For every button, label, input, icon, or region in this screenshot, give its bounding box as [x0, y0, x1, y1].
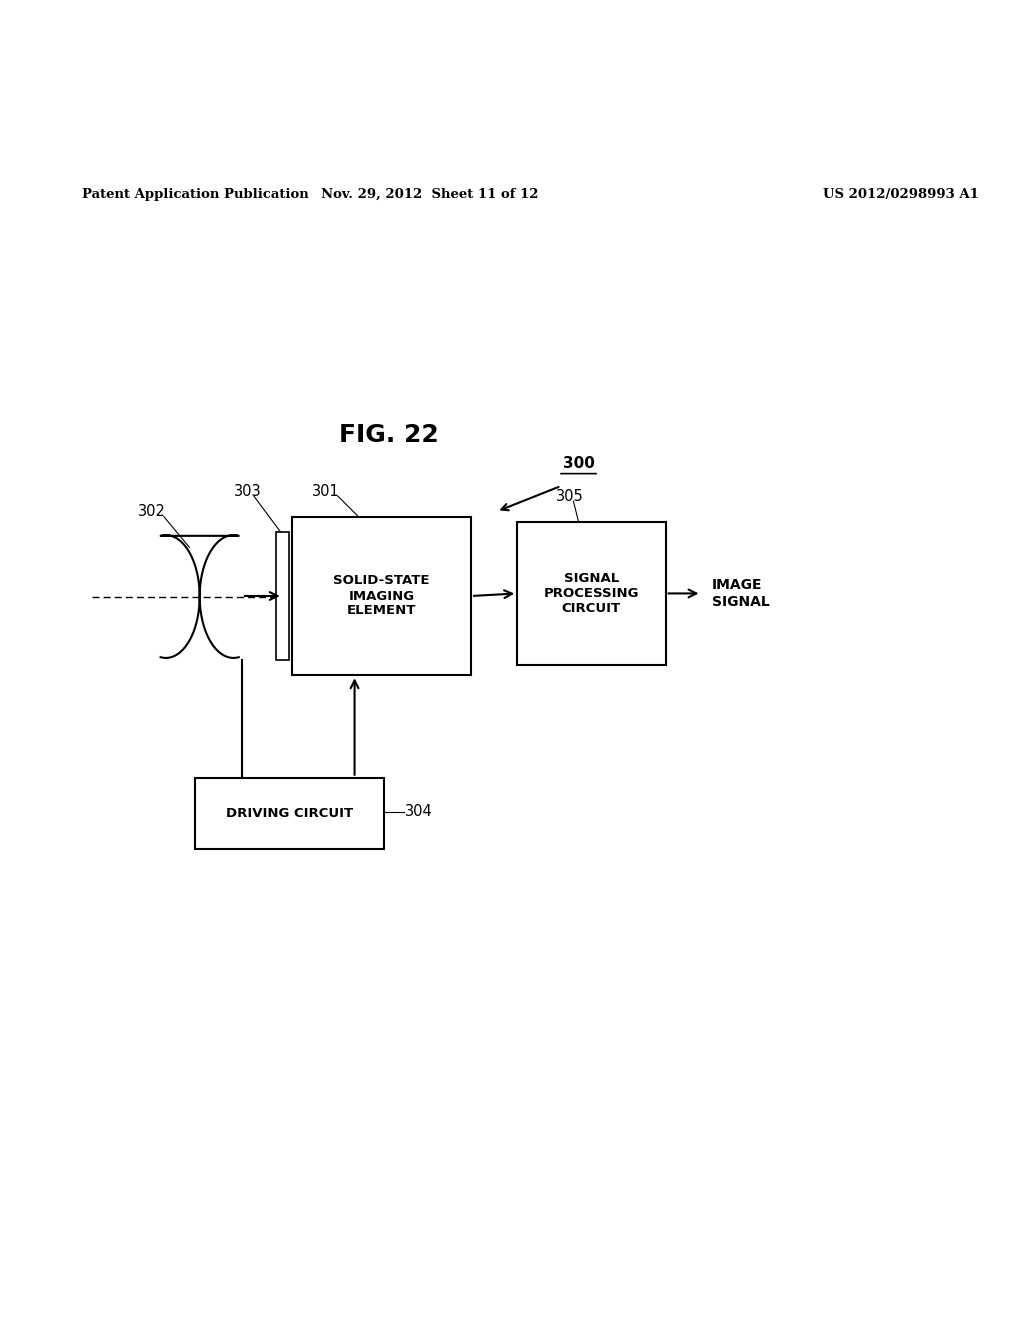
Text: SIGNAL
PROCESSING
CIRCUIT: SIGNAL PROCESSING CIRCUIT — [544, 572, 639, 615]
Text: 301: 301 — [312, 483, 340, 499]
Text: 302: 302 — [138, 504, 166, 519]
Text: 305: 305 — [556, 488, 584, 504]
Text: 300: 300 — [562, 455, 595, 470]
Text: SOLID-STATE
IMAGING
ELEMENT: SOLID-STATE IMAGING ELEMENT — [333, 574, 430, 618]
Text: Patent Application Publication: Patent Application Publication — [82, 187, 308, 201]
Text: DRIVING CIRCUIT: DRIVING CIRCUIT — [225, 807, 353, 820]
Text: IMAGE
SIGNAL: IMAGE SIGNAL — [712, 578, 769, 609]
Text: Nov. 29, 2012  Sheet 11 of 12: Nov. 29, 2012 Sheet 11 of 12 — [322, 187, 539, 201]
FancyBboxPatch shape — [517, 521, 666, 665]
Text: 303: 303 — [233, 483, 261, 499]
FancyBboxPatch shape — [195, 777, 384, 850]
Text: 304: 304 — [404, 804, 432, 818]
FancyBboxPatch shape — [292, 516, 471, 676]
FancyBboxPatch shape — [276, 532, 289, 660]
Text: FIG. 22: FIG. 22 — [339, 422, 439, 446]
Text: US 2012/0298993 A1: US 2012/0298993 A1 — [823, 187, 979, 201]
